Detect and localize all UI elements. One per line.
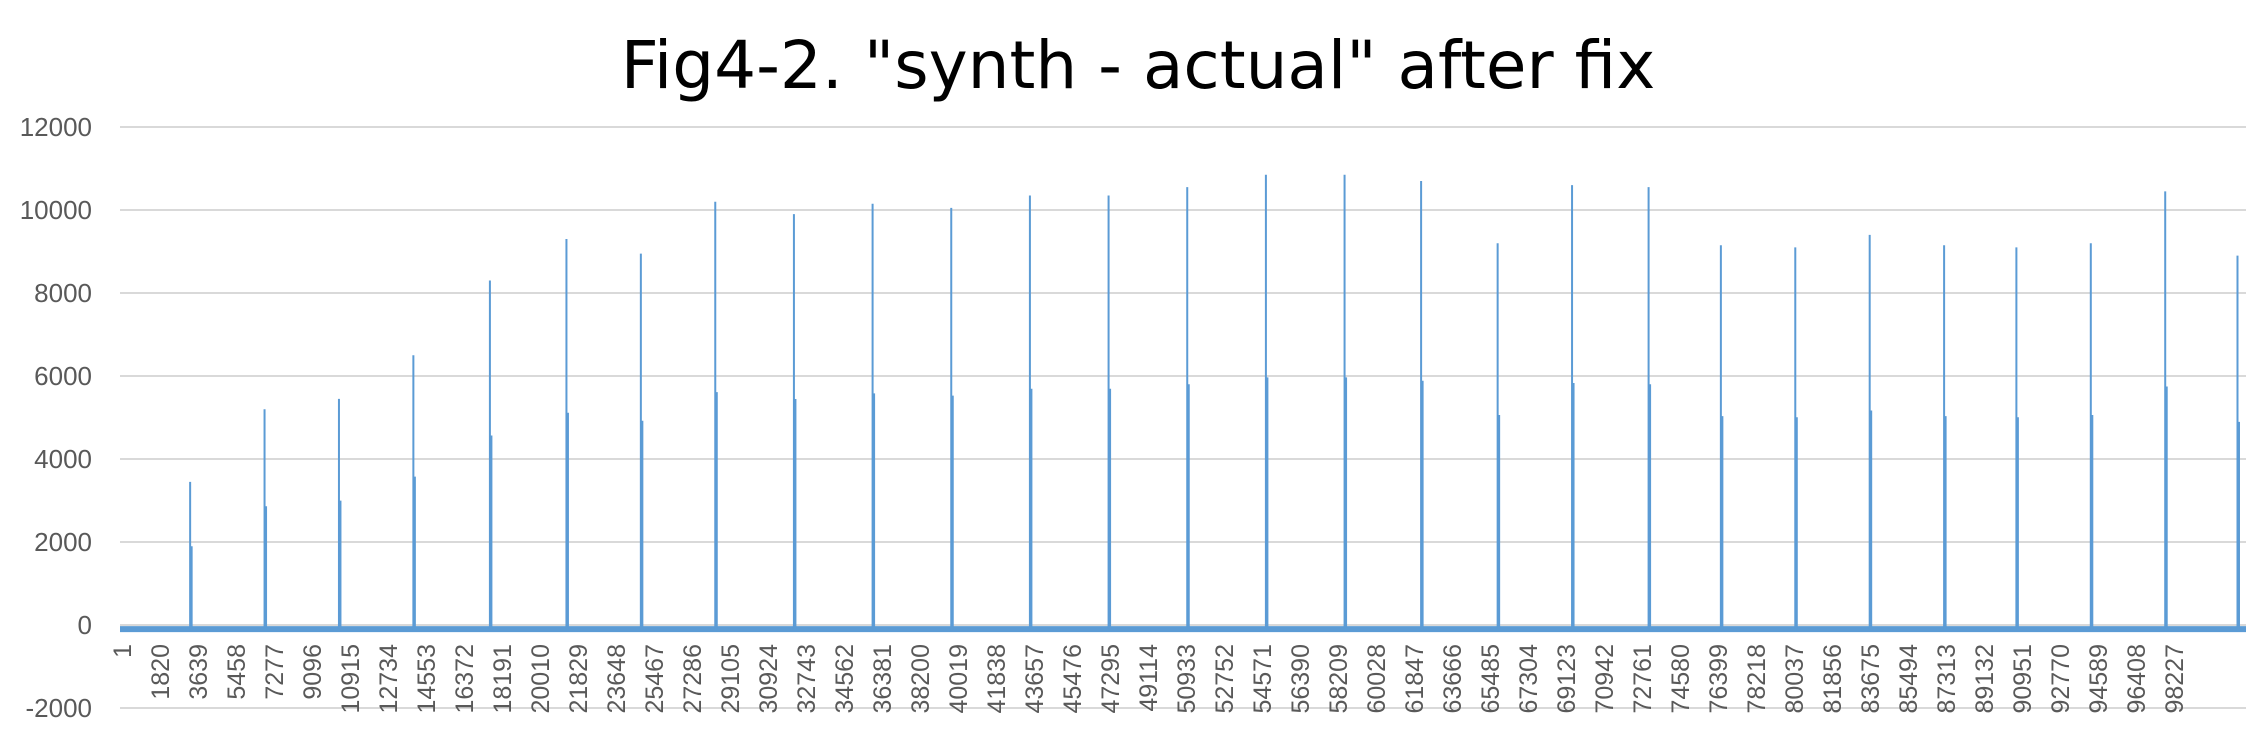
x-tick-label: 3639 xyxy=(185,644,213,700)
x-tick-label: 25467 xyxy=(641,644,669,714)
x-tick-label: 74580 xyxy=(1667,644,1695,714)
x-tick-label: 9096 xyxy=(299,644,327,700)
x-tick-label: 67304 xyxy=(1515,644,1543,714)
y-tick-label: 10000 xyxy=(20,195,92,225)
x-tick-label: 87313 xyxy=(1933,644,1961,714)
y-tick-label: 12000 xyxy=(20,112,92,142)
x-tick-label: 60028 xyxy=(1363,644,1391,714)
chart-title: Fig4-2. "synth - actual" after fix xyxy=(621,27,1656,104)
x-tick-label: 69123 xyxy=(1553,644,1581,714)
x-tick-label: 7277 xyxy=(261,644,289,700)
x-tick-label: 23648 xyxy=(603,644,631,714)
x-tick-label: 83675 xyxy=(1857,644,1885,714)
x-tick-label: 98227 xyxy=(2161,644,2189,714)
x-tick-label: 49114 xyxy=(1135,644,1163,712)
x-tick-label: 54571 xyxy=(1249,644,1277,714)
x-tick-label: 50933 xyxy=(1173,644,1201,714)
x-tick-label: 16372 xyxy=(451,644,479,714)
data-series xyxy=(120,174,2246,633)
x-tick-label: 56390 xyxy=(1287,644,1315,714)
x-tick-label: 63666 xyxy=(1439,644,1467,714)
x-tick-label: 72761 xyxy=(1629,644,1657,714)
y-tick-label: 0 xyxy=(78,610,92,640)
x-tick-label: 27286 xyxy=(679,644,707,714)
x-tick-label: 12734 xyxy=(375,644,403,714)
x-tick-label: 21829 xyxy=(565,644,593,714)
x-tick-label: 20010 xyxy=(527,644,555,714)
x-tick-label: 47295 xyxy=(1097,644,1125,714)
y-tick-label: -2000 xyxy=(26,693,93,723)
x-tick-label: 1820 xyxy=(147,644,175,700)
y-axis-tick-labels: 12000 10000 8000 6000 4000 2000 0 -2000 xyxy=(20,112,92,723)
y-tick-label: 2000 xyxy=(34,527,92,557)
x-tick-label: 81856 xyxy=(1819,644,1847,714)
x-tick-label: 14553 xyxy=(413,644,441,714)
x-tick-label: 43657 xyxy=(1021,644,1049,714)
x-tick-label: 29105 xyxy=(717,644,745,714)
x-tick-label: 1 xyxy=(109,644,137,658)
x-tick-label: 52752 xyxy=(1211,644,1239,714)
x-tick-label: 38200 xyxy=(907,644,935,714)
x-tick-label: 96408 xyxy=(2123,644,2151,714)
x-tick-label: 40019 xyxy=(945,644,973,714)
x-tick-label: 34562 xyxy=(831,644,859,714)
x-tick-label: 10915 xyxy=(337,644,365,714)
x-tick-label: 45476 xyxy=(1059,644,1087,714)
y-tick-label: 6000 xyxy=(34,361,92,391)
x-tick-label: 18191 xyxy=(489,644,517,714)
x-tick-label: 58209 xyxy=(1325,644,1353,714)
x-tick-label: 85494 xyxy=(1895,644,1923,714)
x-tick-label: 30924 xyxy=(755,644,783,714)
x-tick-label: 36381 xyxy=(869,644,897,714)
x-tick-label: 92770 xyxy=(2047,644,2075,714)
x-tick-label: 89132 xyxy=(1971,644,1999,714)
x-tick-label: 32743 xyxy=(793,644,821,714)
y-tick-label: 4000 xyxy=(34,444,92,474)
x-tick-label: 65485 xyxy=(1477,644,1505,714)
x-tick-label: 70942 xyxy=(1591,644,1619,714)
y-tick-label: 8000 xyxy=(34,278,92,308)
x-tick-label: 94589 xyxy=(2085,644,2113,714)
x-tick-label: 90951 xyxy=(2009,644,2037,714)
x-tick-label: 78218 xyxy=(1743,644,1771,714)
x-tick-label: 5458 xyxy=(223,644,251,700)
gridlines xyxy=(120,126,2246,709)
x-tick-label: 61847 xyxy=(1401,644,1429,714)
x-tick-label: 80037 xyxy=(1781,644,1809,714)
x-tick-label: 41838 xyxy=(983,644,1011,714)
x-tick-label: 76399 xyxy=(1705,644,1733,714)
x-axis-tick-labels: 1 1820 3639 5458 7277 9096 10915 12734 14553 1637… xyxy=(109,644,2189,714)
